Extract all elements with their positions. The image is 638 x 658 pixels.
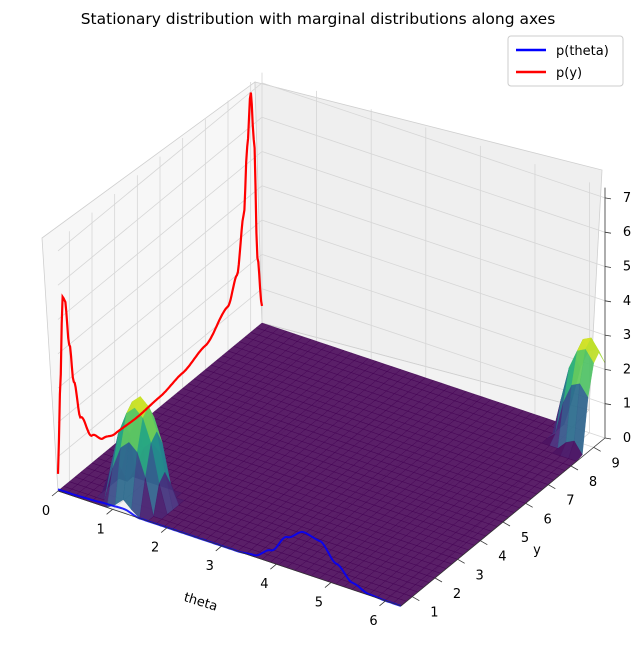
x-tick-label: 0 [42, 504, 50, 519]
grid-line-z [261, 151, 606, 267]
z-tick [604, 266, 612, 268]
x-tick [106, 508, 113, 515]
x-tick [270, 563, 277, 570]
y-tick-label: 8 [589, 475, 597, 490]
grid-line-z [261, 219, 606, 336]
x-tick [324, 582, 332, 588]
z-tick [604, 300, 612, 303]
x-tick [51, 490, 59, 497]
x-tick-label: 2 [151, 541, 159, 556]
grid-line-z [57, 185, 263, 355]
legend-label-p-theta: p(theta) [556, 44, 609, 59]
chart-title: Stationary distribution with marginal di… [81, 10, 556, 28]
y-tick [480, 540, 488, 546]
legend: p(theta) p(y) [507, 35, 624, 87]
x-tick [160, 527, 168, 533]
p-y-curve [56, 92, 264, 474]
grid-line-z [57, 116, 263, 286]
grid-line-z [57, 151, 263, 320]
grid-line-z [261, 185, 606, 302]
y-tick-label: 3 [476, 568, 484, 583]
z-tick-label: 4 [623, 294, 631, 309]
z-tick-label: 1 [623, 397, 631, 412]
z-tick-label: 3 [623, 328, 631, 343]
x-tick [379, 600, 386, 607]
z-tick-label: 6 [623, 225, 631, 240]
grid-line-z [57, 254, 263, 423]
x-axis-label: theta [182, 590, 219, 614]
z-tick [604, 197, 612, 200]
y-tick-label: 2 [453, 587, 461, 602]
y-tick-label: 7 [566, 494, 574, 509]
y-tick [502, 521, 511, 527]
y-tick-label: 6 [544, 512, 552, 527]
x-axis-line [57, 490, 402, 607]
grid-line-z [261, 116, 606, 233]
z-tick [604, 334, 612, 337]
grid-line-z [261, 82, 606, 199]
legend-box [507, 35, 624, 87]
y-tick [525, 502, 533, 508]
z-tick-label: 5 [623, 260, 631, 275]
y-tick-label: 9 [612, 456, 620, 471]
y-tick [570, 465, 579, 471]
z-tick-label: 0 [623, 431, 631, 446]
z-tick [604, 437, 612, 440]
y-tick-label: 5 [521, 531, 529, 546]
grid-line-z [57, 82, 263, 252]
z-tick [604, 369, 612, 371]
x-tick-label: 4 [260, 577, 268, 592]
grid-line-z [261, 288, 606, 405]
legend-label-p-y: p(y) [556, 66, 582, 81]
y-tick [412, 596, 420, 602]
x-tick-label: 6 [369, 614, 377, 629]
y-tick-label: 1 [430, 606, 438, 621]
z-tick-label: 7 [623, 191, 631, 206]
z-tick [604, 403, 612, 406]
z-tick [604, 231, 612, 234]
y-tick [434, 577, 443, 583]
y-tick [457, 558, 465, 564]
x-tick-label: 5 [315, 596, 323, 611]
x-tick-label: 3 [206, 559, 214, 574]
y-tick [593, 446, 601, 452]
y-tick [548, 484, 556, 490]
y-tick-label: 4 [498, 550, 506, 565]
x-tick-label: 1 [96, 522, 104, 537]
grid-line-z [57, 219, 263, 389]
y-axis-label: y [533, 543, 541, 558]
grid-line-z [261, 254, 606, 370]
x-tick [215, 545, 223, 552]
z-tick-label: 2 [623, 362, 631, 377]
grid-line-z [57, 288, 263, 458]
